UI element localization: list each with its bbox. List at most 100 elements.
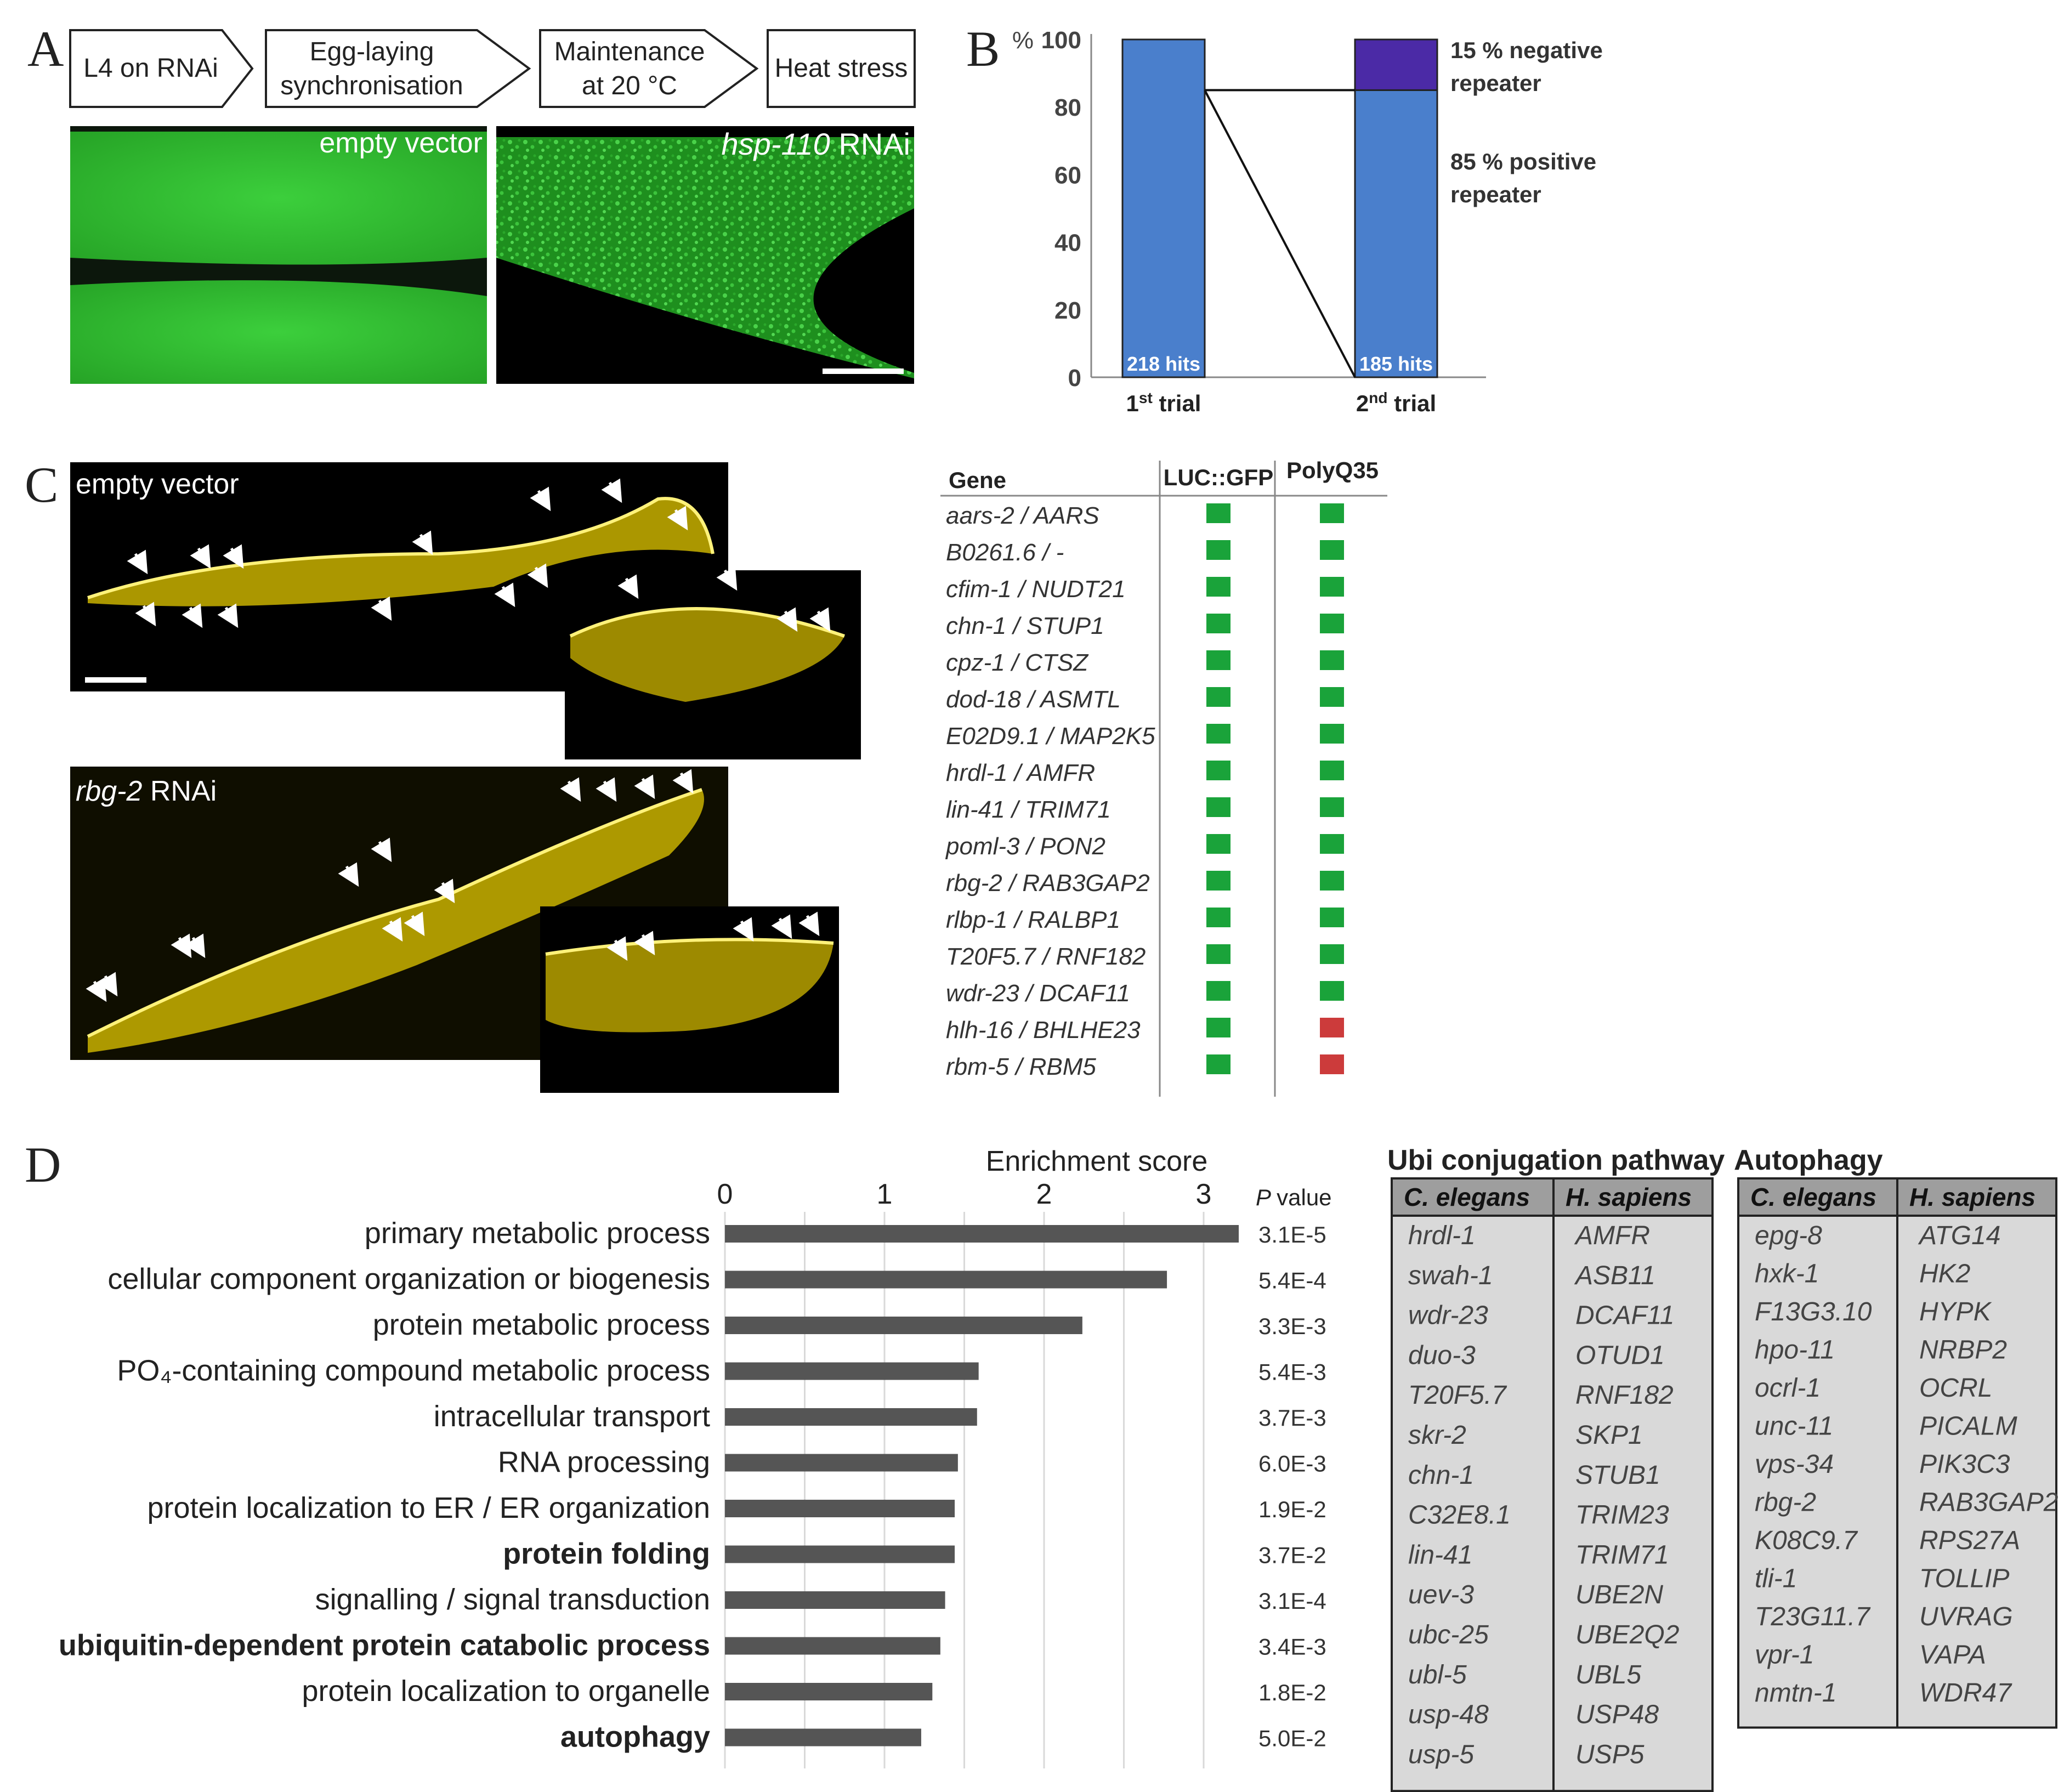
category-label: protein folding: [503, 1538, 710, 1570]
category-label-1: 1st trial: [1126, 389, 1201, 417]
ortholog-celegans: usp-5: [1408, 1740, 1474, 1769]
luc-marker-pos: [1206, 650, 1231, 670]
bar: [725, 1271, 1167, 1289]
ortholog-celegans: F13G3.10: [1755, 1297, 1872, 1326]
p-value: 5.0E-2: [1258, 1726, 1326, 1751]
scale-bar-c: [85, 677, 146, 683]
ortholog-hsapiens: VAPA: [1919, 1641, 1986, 1670]
table-title: Autophagy: [1734, 1144, 1883, 1176]
category-label: autophagy: [560, 1721, 710, 1754]
bar: [725, 1728, 921, 1746]
ortholog-hsapiens: PIK3C3: [1919, 1450, 2010, 1479]
chart-d: Enrichment score 0 1 2 3 P value primary metab…: [59, 1145, 1332, 1768]
x-tick-label: 1: [877, 1178, 893, 1210]
connector-bottom: [1204, 89, 1356, 378]
step-3-label-line1: Maintenance: [554, 37, 705, 66]
table-row-gene: aars-2 / AARS: [946, 502, 1099, 529]
step-box-1: [69, 29, 254, 108]
arrow-marker: [809, 607, 831, 632]
arrow-marker: [338, 862, 359, 887]
ortholog-hsapiens: SKP1: [1575, 1421, 1643, 1450]
ortholog-hsapiens: ASB11: [1574, 1261, 1655, 1290]
table-row-gene: chn-1 / STUP1: [946, 613, 1104, 639]
ortholog-hsapiens: ATG14: [1918, 1221, 2001, 1250]
arrow-marker: [601, 478, 622, 503]
arrow-marker: [776, 607, 798, 632]
table-header-band: [1391, 1177, 1714, 1217]
arrow-marker: [371, 837, 392, 863]
ortholog-hsapiens: OCRL: [1919, 1374, 1992, 1403]
table-row-gene: dod-18 / ASMTL: [946, 686, 1121, 713]
pvalue-header: P value: [1256, 1184, 1332, 1210]
ortholog-hsapiens: UBE2N: [1575, 1580, 1663, 1609]
polyq-marker-pos: [1320, 908, 1344, 927]
table-body: [1391, 1215, 1714, 1792]
ortholog-hsapiens: STUB1: [1575, 1461, 1660, 1490]
step-box-4: [767, 29, 916, 108]
luc-marker-pos: [1206, 981, 1231, 1001]
ortholog-hsapiens: AMFR: [1574, 1221, 1650, 1250]
header-species: C. elegans: [1750, 1183, 1876, 1211]
ortholog-celegans: tli-1: [1755, 1564, 1797, 1593]
x-tick-label: 2: [1036, 1178, 1052, 1210]
arrow-marker: [494, 582, 515, 608]
ortholog-celegans: ubl-5: [1408, 1660, 1467, 1689]
luc-marker-pos: [1206, 834, 1231, 854]
step-box-2: [265, 29, 531, 108]
category-label: protein localization to ER / ER organiza…: [147, 1492, 710, 1524]
table-title: Ubi conjugation pathway: [1387, 1144, 1725, 1176]
panel-letter-b: B: [966, 21, 1000, 77]
bar: [725, 1225, 1239, 1243]
ortholog-celegans: unc-11: [1755, 1412, 1833, 1441]
header-species: H. sapiens: [1909, 1183, 2035, 1211]
y-tick-label: 80: [1054, 94, 1081, 121]
bar: [725, 1637, 940, 1655]
polyq-marker-pos: [1320, 724, 1344, 744]
p-value: 5.4E-4: [1258, 1268, 1326, 1294]
table-header-polyq: PolyQ35: [1286, 457, 1379, 483]
ortholog-celegans: C32E8.1: [1408, 1501, 1511, 1530]
p-value: 3.1E-4: [1258, 1588, 1326, 1614]
arrow-marker: [560, 777, 581, 802]
polyq-marker-pos: [1320, 540, 1344, 560]
yfp-image-empty-vector: empty vector: [70, 462, 861, 759]
table-row-gene: E02D9.1 / MAP2K5: [946, 723, 1155, 750]
ortholog-celegans: usp-48: [1408, 1700, 1489, 1729]
ortholog-hsapiens: USP5: [1575, 1740, 1645, 1769]
y-tick-label: 40: [1054, 230, 1081, 257]
table-row-gene: cfim-1 / NUDT21: [946, 576, 1126, 603]
arrow-marker: [634, 774, 655, 799]
chart-b: 0 20 40 60 80 100% 218 hits 1st trial 185 hits 2n…: [1012, 27, 1603, 416]
polyq-marker-neg: [1320, 1054, 1344, 1074]
p-value: 1.9E-2: [1258, 1496, 1326, 1522]
ortholog-hsapiens: WDR47: [1919, 1678, 2012, 1708]
arrow-marker: [184, 933, 206, 959]
annotation-text: repeater: [1450, 70, 1541, 96]
arrow-marker: [634, 931, 655, 956]
y-tick-label: 20: [1054, 297, 1081, 324]
category-label: ubiquitin-dependent protein catabolic pr…: [59, 1629, 710, 1662]
ortholog-hsapiens: UVRAG: [1919, 1602, 2013, 1631]
bar-hits-label: 218 hits: [1127, 353, 1200, 375]
polyq-marker-pos: [1320, 834, 1344, 854]
arrow-marker: [667, 506, 688, 531]
step-2-label-line2: synchronisation: [280, 71, 463, 100]
arrow-marker: [530, 486, 551, 512]
bar: [725, 1500, 955, 1517]
polyq-marker-pos: [1320, 981, 1344, 1001]
ortholog-hsapiens: RPS27A: [1919, 1526, 2020, 1555]
ortholog-celegans: swah-1: [1408, 1261, 1493, 1290]
polyq-marker-pos: [1320, 687, 1344, 707]
y-tick-label: 100: [1041, 27, 1081, 54]
category-label: protein metabolic process: [373, 1308, 710, 1341]
polyq-marker-pos: [1320, 797, 1344, 817]
yfp-image-rbg2: rbg-2 RNAi: [70, 767, 839, 1093]
arrow-marker: [135, 602, 156, 627]
table-row-gene: cpz-1 / CTSZ: [946, 649, 1089, 676]
step-3-label-line2: at 20 °C: [582, 71, 677, 100]
ortholog-celegans: lin-41: [1408, 1540, 1472, 1569]
ortholog-hsapiens: HK2: [1919, 1260, 1970, 1289]
arrow-marker: [606, 936, 628, 961]
header-species: C. elegans: [1404, 1183, 1530, 1211]
empty-vector-label-c: empty vector: [76, 468, 239, 500]
